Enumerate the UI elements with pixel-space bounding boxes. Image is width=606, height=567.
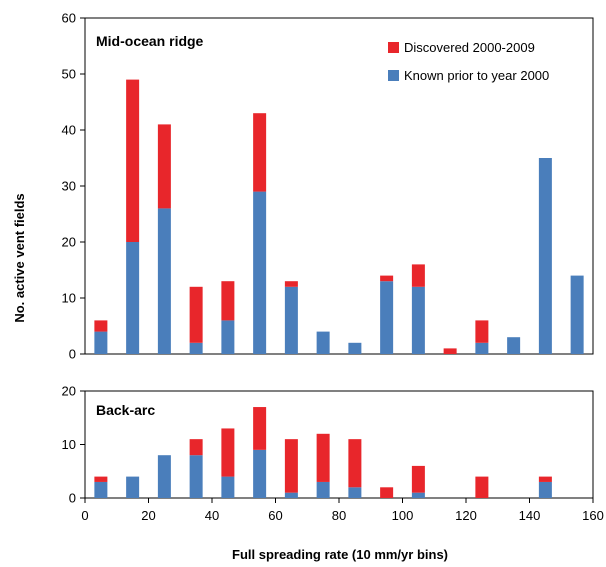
x-tick-label: 80 <box>332 508 346 523</box>
back-arc-bar-discovered-95 <box>380 487 394 498</box>
back-arc-bar-discovered-65 <box>284 439 298 493</box>
back-arc-bar-discovered-5 <box>94 476 108 482</box>
mid-ocean-ridge-y-axis: 0 10 20 30 40 50 60 <box>62 11 85 362</box>
mid-ocean-ridge-y-tick-label: 60 <box>62 11 76 26</box>
mid-ocean-ridge-bar-discovered-5 <box>94 320 108 332</box>
mid-ocean-ridge-y-tick-label: 10 <box>62 291 76 306</box>
legend-label-discovered: Discovered 2000-2009 <box>404 40 535 55</box>
x-axis: 0 20 40 60 80 100 120 140 160 <box>81 498 604 523</box>
mid-ocean-ridge-bar-known-85 <box>348 342 362 354</box>
y-axis-title: No. active vent fields <box>12 193 27 322</box>
mid-ocean-ridge-bar-known-145 <box>538 158 552 354</box>
back-arc-bar-discovered-85 <box>348 439 362 488</box>
mid-ocean-ridge-bar-discovered-115 <box>443 348 457 354</box>
mid-ocean-ridge-bar-known-135 <box>507 337 521 354</box>
back-arc-bar-known-55 <box>253 449 267 498</box>
mid-ocean-ridge-bar-known-155 <box>570 275 584 354</box>
back-arc-bar-discovered-55 <box>253 407 267 450</box>
back-arc-bar-discovered-45 <box>221 428 235 477</box>
mid-ocean-ridge-bar-known-125 <box>475 342 489 354</box>
back-arc-bar-known-45 <box>221 476 235 498</box>
mid-ocean-ridge-y-tick-label: 0 <box>69 347 76 362</box>
back-arc-bar-known-35 <box>189 455 203 498</box>
mid-ocean-ridge-bar-discovered-55 <box>253 113 267 192</box>
mid-ocean-ridge-y-tick-label: 20 <box>62 235 76 250</box>
mid-ocean-ridge-bar-discovered-45 <box>221 281 235 321</box>
mid-ocean-ridge-bar-known-105 <box>411 286 425 354</box>
x-tick-label: 20 <box>141 508 155 523</box>
mid-ocean-ridge-bar-known-15 <box>126 242 140 354</box>
mid-ocean-ridge-bar-discovered-95 <box>380 275 394 282</box>
x-tick-label: 40 <box>205 508 219 523</box>
legend-swatch-known <box>388 70 399 81</box>
back-arc-y-axis: 0 10 20 <box>62 384 85 506</box>
x-tick-label: 140 <box>519 508 541 523</box>
x-tick-label: 120 <box>455 508 477 523</box>
mid-ocean-ridge-panel: 0 10 20 30 40 50 60 Mid-ocean ridge Discovered… <box>12 11 594 362</box>
mid-ocean-ridge-y-tick-label: 40 <box>62 123 76 138</box>
mid-ocean-ridge-bar-discovered-15 <box>126 79 140 242</box>
back-arc-bars <box>94 407 552 498</box>
mid-ocean-ridge-bar-discovered-65 <box>284 281 298 287</box>
mid-ocean-ridge-bar-known-55 <box>253 191 267 354</box>
back-arc-y-tick-label: 0 <box>69 491 76 506</box>
back-arc-y-tick-label: 20 <box>62 384 76 399</box>
back-arc-y-tick-label: 10 <box>62 437 76 452</box>
back-arc-bar-discovered-145 <box>538 476 552 482</box>
legend-swatch-discovered <box>388 42 399 53</box>
back-arc-title: Back-arc <box>96 402 155 418</box>
x-axis-title: Full spreading rate (10 mm/yr bins) <box>232 547 448 562</box>
mid-ocean-ridge-bar-known-35 <box>189 342 203 354</box>
back-arc-bar-known-25 <box>157 455 171 498</box>
back-arc-bar-discovered-105 <box>411 465 425 493</box>
mid-ocean-ridge-bar-discovered-35 <box>189 286 203 343</box>
mid-ocean-ridge-bar-discovered-105 <box>411 264 425 287</box>
mid-ocean-ridge-y-tick-label: 50 <box>62 67 76 82</box>
back-arc-bar-known-145 <box>538 481 552 498</box>
back-arc-bar-discovered-125 <box>475 476 489 498</box>
mid-ocean-ridge-title: Mid-ocean ridge <box>96 33 204 49</box>
legend: Discovered 2000-2009 Known prior to year… <box>388 40 549 83</box>
back-arc-bar-known-85 <box>348 487 362 498</box>
x-tick-label: 60 <box>268 508 282 523</box>
mid-ocean-ridge-bars <box>94 79 584 354</box>
back-arc-panel: 0 10 20 0 20 40 60 80 100 120 140 160 Back-arc Ful… <box>62 384 604 563</box>
back-arc-bar-known-15 <box>126 476 140 498</box>
back-arc-bar-discovered-75 <box>316 433 330 482</box>
mid-ocean-ridge-bar-known-5 <box>94 331 108 354</box>
mid-ocean-ridge-bar-known-95 <box>380 281 394 354</box>
mid-ocean-ridge-bar-discovered-25 <box>157 124 171 209</box>
back-arc-bar-known-5 <box>94 481 108 498</box>
mid-ocean-ridge-bar-known-65 <box>284 286 298 354</box>
back-arc-bar-known-75 <box>316 481 330 498</box>
mid-ocean-ridge-bar-known-45 <box>221 320 235 354</box>
back-arc-bar-known-105 <box>411 492 425 498</box>
x-tick-label: 100 <box>392 508 414 523</box>
x-tick-label: 160 <box>582 508 604 523</box>
x-tick-label: 0 <box>81 508 88 523</box>
legend-label-known: Known prior to year 2000 <box>404 68 549 83</box>
mid-ocean-ridge-bar-known-25 <box>157 208 171 354</box>
mid-ocean-ridge-bar-known-75 <box>316 331 330 354</box>
mid-ocean-ridge-bar-discovered-125 <box>475 320 489 343</box>
back-arc-bar-known-65 <box>284 492 298 498</box>
mid-ocean-ridge-y-tick-label: 30 <box>62 179 76 194</box>
back-arc-bar-discovered-35 <box>189 439 203 456</box>
